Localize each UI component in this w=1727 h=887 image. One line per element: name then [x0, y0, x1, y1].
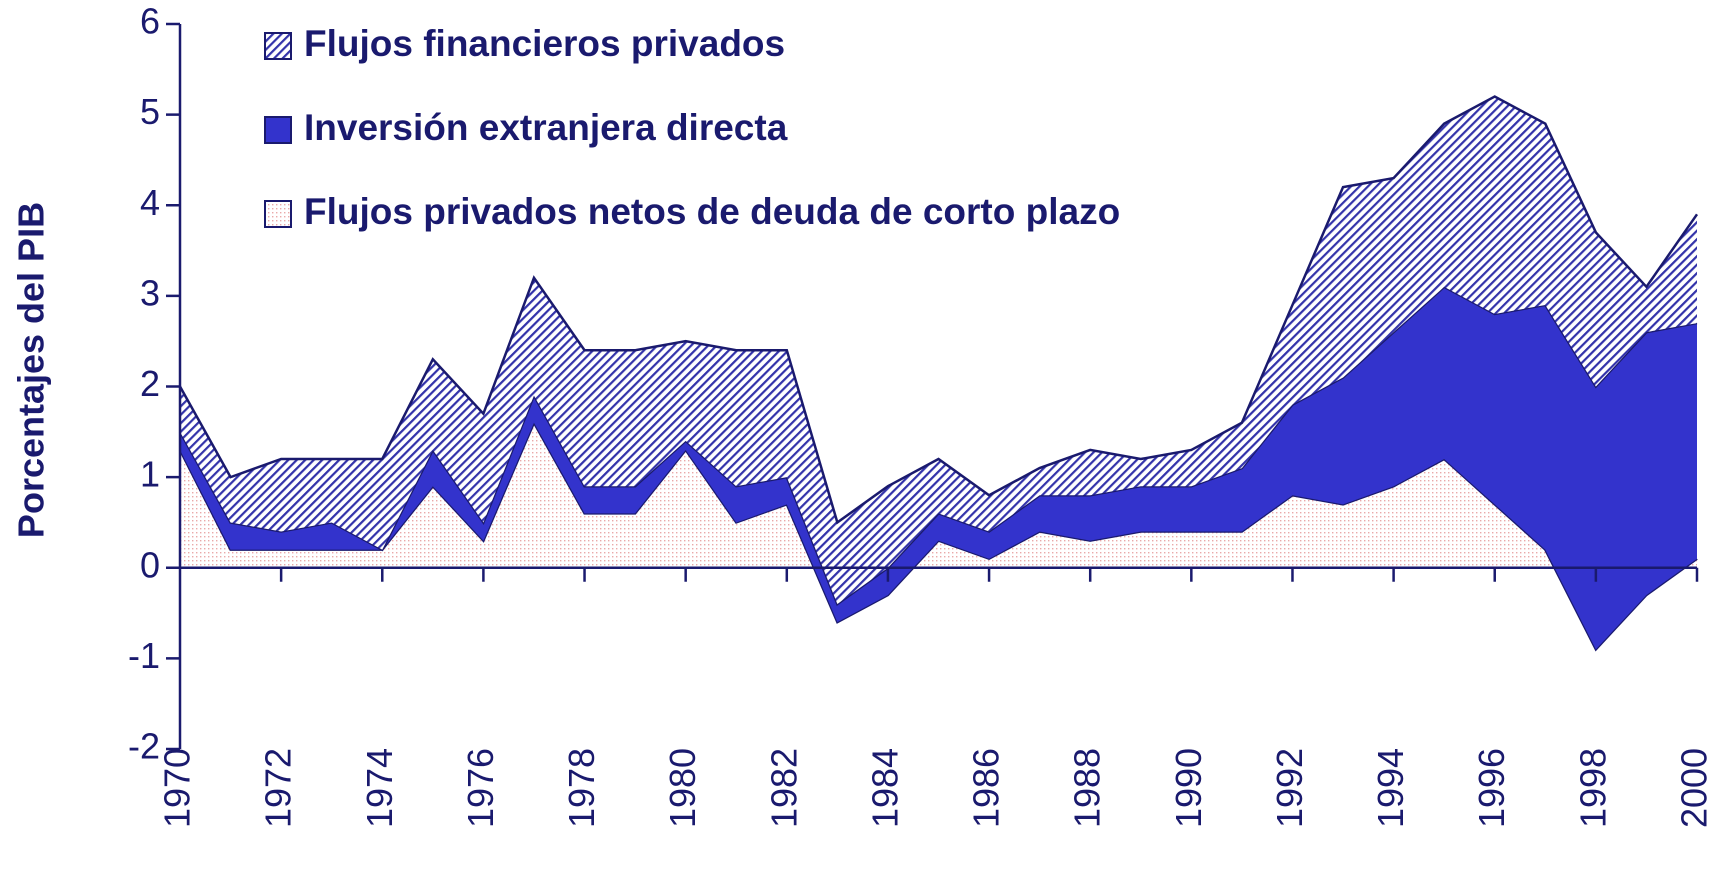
y-tick-label: 1: [140, 454, 160, 495]
area-fill: [180, 422, 1697, 650]
legend-label: Flujos privados netos de deuda de corto …: [304, 191, 1120, 232]
x-tick-label: 2000: [1674, 748, 1715, 828]
area-fill: [180, 96, 1697, 604]
y-tick-label: 5: [140, 91, 160, 132]
y-tick-label: -1: [128, 635, 160, 676]
x-tick-label: 1996: [1471, 748, 1512, 828]
legend-swatch: [264, 200, 292, 228]
y-axis-title: Porcentajes del PIB: [11, 202, 52, 538]
x-tick-label: 1986: [966, 748, 1007, 828]
x-tick-label: 1998: [1572, 748, 1613, 828]
x-tick-label: 1990: [1168, 748, 1209, 828]
area-edge: [178, 95, 1699, 525]
y-tick-label: 6: [140, 1, 160, 42]
y-tick-label: 2: [140, 363, 160, 404]
x-tick-label: 1988: [1067, 748, 1108, 828]
x-tick-label: 1976: [460, 748, 501, 828]
x-tick-label: 1994: [1370, 748, 1411, 828]
legend-swatch: [264, 116, 292, 144]
x-tick-label: 1980: [662, 748, 703, 828]
legend-label: Inversión extranjera directa: [304, 107, 788, 148]
y-tick-label: 0: [140, 544, 160, 585]
x-tick-label: 1992: [1269, 748, 1310, 828]
legend-swatch: [264, 32, 292, 60]
y-tick-label: 4: [140, 182, 160, 223]
x-tick-label: 1972: [258, 748, 299, 828]
x-tick-label: 1984: [864, 748, 905, 828]
area-fill: [180, 286, 1697, 650]
x-tick-label: 1978: [561, 748, 602, 828]
x-tick-label: 1974: [359, 748, 400, 828]
x-tick-label: 1982: [763, 748, 804, 828]
legend-label: Flujos financieros privados: [304, 23, 785, 64]
x-tick-label: 1970: [157, 748, 198, 828]
y-tick-label: 3: [140, 272, 160, 313]
y-tick-label: -2: [128, 726, 160, 767]
